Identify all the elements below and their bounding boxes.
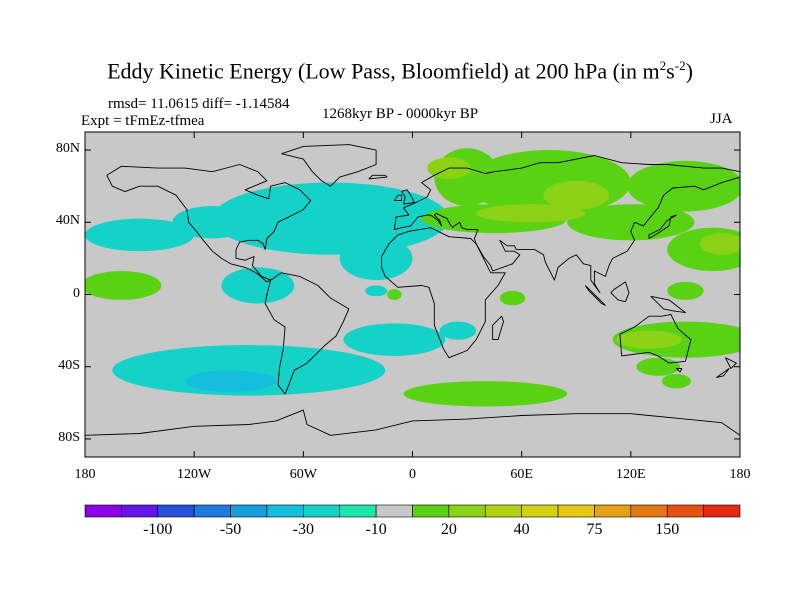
lon-tick-label: 60E [510,467,533,482]
colorbar-swatch-12 [521,504,559,518]
colorbar-swatch-13 [557,504,595,518]
coastline-new-zealand [724,357,737,369]
anomaly-field [85,148,740,407]
anomaly-region-25 [661,373,691,389]
colorbar-label: 75 [586,521,603,538]
lon-tick-label: 120W [177,467,212,482]
colorbar-swatch-1 [121,504,159,518]
anomaly-region-27 [476,204,586,223]
anomaly-region-3 [85,218,195,252]
coastline-ireland [393,194,403,202]
anomaly-region-9 [343,323,446,356]
colorbar-swatch-17 [703,504,741,518]
lon-tick-label: 120E [616,467,646,482]
anomaly-region-28 [543,180,609,210]
coastline-south-america [264,272,350,395]
anomaly-region-14 [627,160,740,212]
coastline-madagascar [492,315,504,341]
coastlines [85,144,740,436]
anomaly-region-5 [339,236,413,281]
colorbar-label: 150 [655,521,680,538]
anomaly-region-10 [439,321,477,340]
coastline-iceland [368,174,388,180]
colorbar-swatch-0 [84,504,122,518]
anomaly-region-24 [667,281,704,300]
colorbar-swatch-5 [266,504,304,518]
coastline-great-britain [401,189,415,205]
colorbar-swatch-10 [448,504,486,518]
anomaly-region-7 [365,285,388,297]
anomaly-region-11 [185,370,277,392]
coastline-new-zealand-south [716,368,730,379]
coastline-greenland [281,144,377,187]
colorbar-label: -10 [365,521,387,538]
colorbar-swatch-6 [303,504,341,518]
coastline-sumatra [584,285,606,306]
colorbar-swatch-11 [484,504,522,518]
colorbar-swatch-3 [193,504,231,518]
season-label: JJA [710,111,733,127]
coastline-japan [648,214,677,239]
lat-tick-label: 80S [58,429,80,445]
anomaly-region-29 [699,233,740,255]
lon-tick-label: 0 [409,467,416,482]
plot-title: Eddy Kinetic Energy (Low Pass, Bloomfiel… [107,58,693,84]
anomaly-region-23 [636,357,680,376]
colorbar-swatch-9 [412,504,450,518]
coastline-north-america [106,164,312,283]
experiment-label: Expt = tFmEz-tfmea [81,113,205,129]
period-label: 1268kyr BP - 0000kyr BP [322,106,479,122]
lat-tick-label: 40N [55,213,80,229]
colorbar [84,504,741,518]
colorbar-swatch-16 [666,504,704,518]
colorbar-swatch-15 [630,504,668,518]
lon-tick-label: 60W [289,467,317,482]
colorbar-swatch-2 [157,504,195,518]
anomaly-region-8 [112,345,386,396]
colorbar-label: -50 [219,521,242,538]
coastline-new-guinea [650,295,686,314]
anomaly-region-2 [212,182,449,255]
anomaly-region-18 [85,271,162,300]
colorbar-label: -30 [292,521,314,538]
lat-tick-label: 0 [73,285,80,301]
anomaly-region-4 [172,206,253,239]
colorbar-label: 20 [440,521,457,538]
lat-tick-label: 80N [55,141,80,157]
colorbar-swatch-8 [375,504,413,518]
colorbar-swatch-14 [594,504,632,518]
anomaly-region-21 [403,381,568,407]
rmsd-stats: rmsd= 11.0615 diff= -1.14584 [108,96,290,112]
colorbar-label: 40 [513,521,530,538]
axis-ticks [84,132,741,457]
lon-tick-label: 180 [74,467,96,482]
anomaly-region-30 [616,330,682,349]
coastline-australia [619,313,692,364]
colorbar-swatch-7 [339,504,377,518]
anomaly-region-16 [567,204,695,241]
lon-tick-label: 180 [729,467,751,482]
coastline-tasmania [675,368,683,373]
coastline-borneo [610,281,630,303]
coastline-antarctica [85,409,740,436]
colorbar-swatch-4 [230,504,268,518]
anomaly-region-19 [499,290,526,306]
anomaly-region-20 [387,289,402,300]
colorbar-label: -100 [143,521,173,538]
coastline-africa [381,227,506,359]
lat-tick-label: 40S [58,357,80,373]
coastline-eurasia [393,155,740,294]
